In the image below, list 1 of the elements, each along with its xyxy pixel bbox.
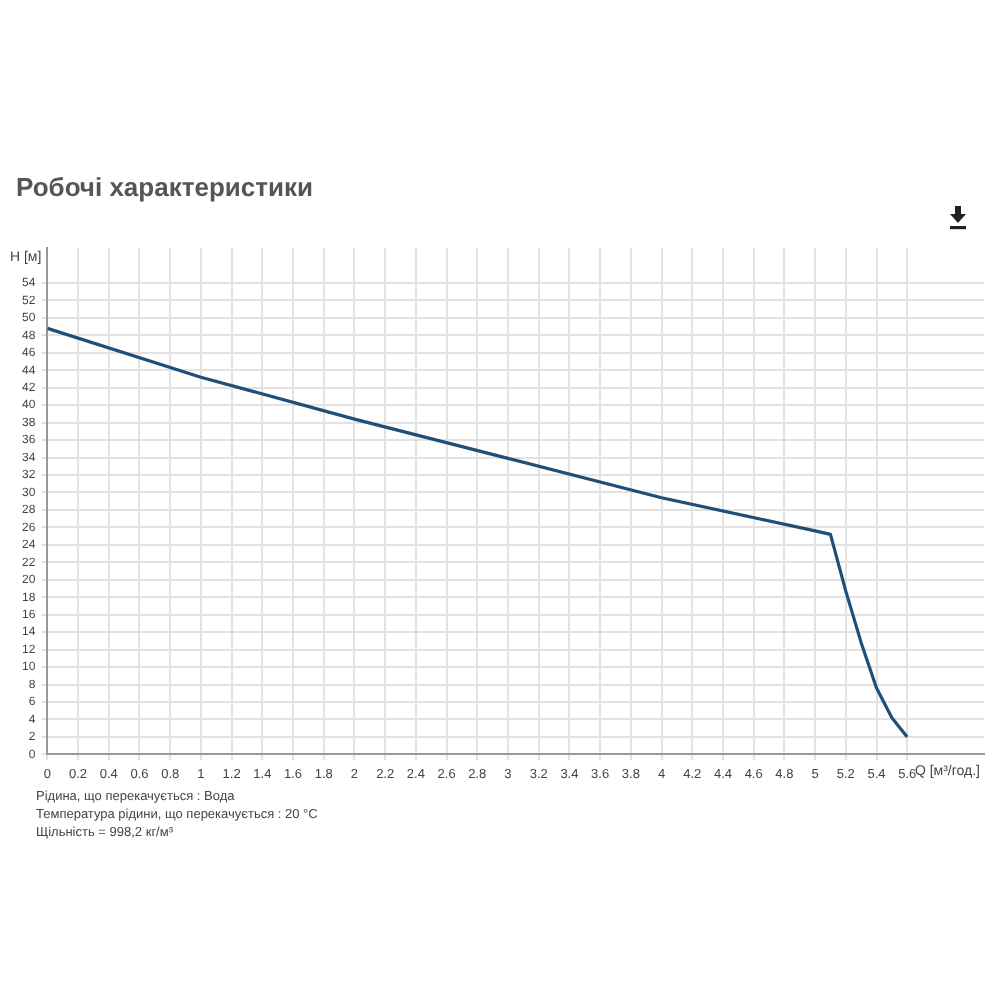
chart-title: Робочі характеристики (16, 172, 313, 202)
